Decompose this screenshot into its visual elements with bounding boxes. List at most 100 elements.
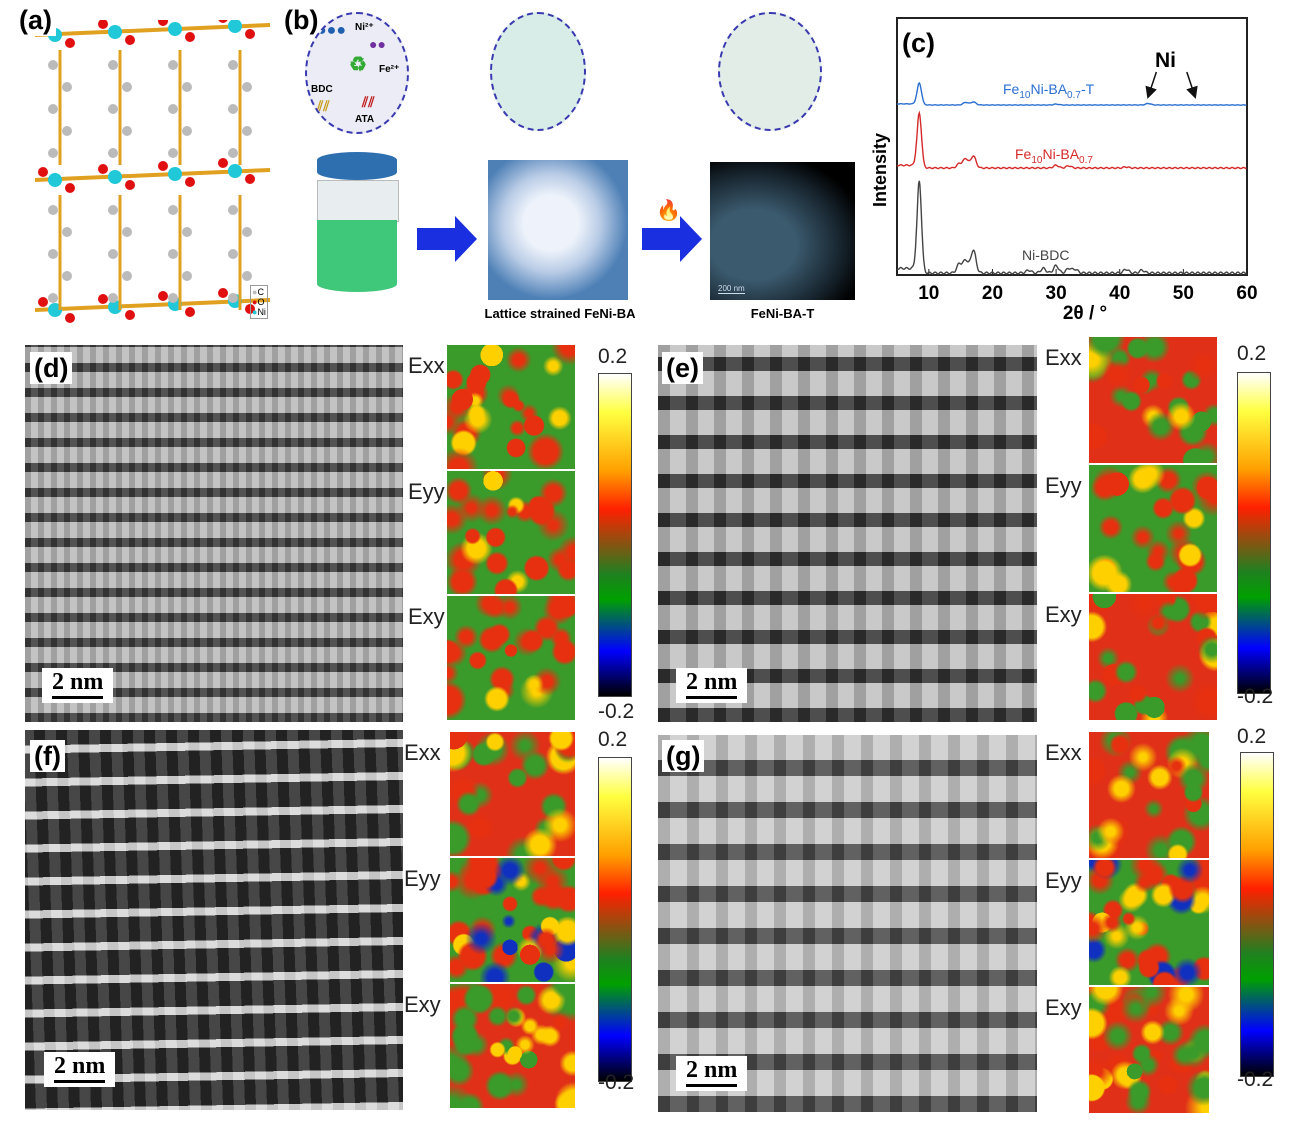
panel-label-a: (a): [15, 4, 56, 36]
reaction-vial: [317, 152, 399, 292]
panel-label-d: (d): [30, 352, 73, 384]
colorbar-max: 0.2: [598, 345, 628, 368]
strain-label-exy: Exy: [404, 992, 441, 1017]
bdc-rods-icon: ⫽⫽: [317, 98, 330, 114]
colorbar: [1237, 372, 1271, 694]
vial-solution: [317, 220, 397, 292]
panel-b: (b) Ni²⁺ ●●● ●● Fe²⁺ ♻ BDC ⫽⫽ ⫽⫽ ATA Lat…: [280, 0, 860, 335]
strain-map-exy: [447, 596, 575, 722]
caption-lattice-strained: Lattice strained FeNi-BA: [484, 306, 636, 321]
strain-label-exx: Exx: [1045, 345, 1082, 370]
flame-icon: 🔥: [656, 200, 681, 222]
xrd-series-line: [896, 81, 1247, 106]
x-tick-label: 30: [1046, 283, 1067, 304]
bdc-label: BDC: [311, 84, 333, 95]
scale-bar: 2 nm: [42, 668, 114, 703]
tem-image-feni-ba-t: 200 nm: [710, 162, 855, 300]
mof-structure-zoom-circle: [490, 12, 586, 131]
y-axis-label: Intensity: [870, 133, 890, 207]
panel-label-g: (g): [662, 740, 705, 772]
fe-ions-icon: ●●: [369, 36, 386, 52]
hrtem-image: [25, 730, 403, 1110]
panel-c-xrd-chart: (c) Ni Intensity 2θ / ° 10 20 30 40 50 60 Fe1…: [860, 10, 1280, 330]
colorbar-max: 0.2: [1237, 342, 1267, 365]
atom-legend: ●C ●O ●Ni: [250, 285, 268, 319]
scale-bar: 2 nm: [44, 1052, 116, 1087]
colorbar-max: 0.2: [598, 728, 628, 751]
panel-label-e: (e): [662, 352, 703, 384]
legend-ni: ●Ni: [252, 307, 266, 317]
hrtem-image: [658, 735, 1037, 1112]
x-tick-label: 10: [918, 283, 939, 304]
ni-peak-arrow: [1186, 71, 1198, 99]
arrow-heat-icon: [642, 216, 702, 262]
ni-ions-icon: ●●●: [317, 22, 346, 39]
plot-frame: [896, 17, 1248, 276]
vial-cap: [317, 152, 397, 180]
strain-label-exx: Exx: [1045, 740, 1082, 765]
series-label: Fe10Ni-BA0.7-T: [1003, 81, 1095, 101]
strain-label-eyy: Eyy: [1045, 473, 1082, 499]
xrd-plot: (c) Ni Intensity 2θ / ° 10 20 30 40 50 60 Fe1…: [870, 17, 1258, 324]
strain-label-exy: Exy: [1045, 601, 1082, 627]
strain-map-eyy: [450, 858, 575, 984]
strain-label-exy: Exy: [1045, 995, 1082, 1021]
colorbar: [598, 373, 632, 697]
scale-bar: 2 nm: [676, 1056, 748, 1091]
panel-label-c: (c): [902, 28, 935, 58]
x-tick-label: 50: [1173, 283, 1194, 304]
strain-map-exx: [447, 345, 575, 471]
strain-map-exx: [1089, 732, 1209, 860]
x-tick-label: 20: [982, 283, 1003, 304]
legend-o: ●O: [252, 297, 265, 307]
scale-bar: 2 nm: [676, 668, 748, 703]
hrtem-image: [25, 345, 403, 722]
strain-label-exx: Exx: [408, 353, 445, 378]
colorbar-max: 0.2: [1237, 725, 1267, 748]
hrtem-image: [658, 345, 1037, 722]
ni-peak-arrow: [1145, 71, 1158, 99]
series-label: Ni-BDC: [1022, 247, 1069, 263]
arrow-right-icon: [417, 216, 477, 262]
xrd-series-line: [896, 110, 1247, 170]
crystal-structure: [35, 20, 271, 323]
x-tick-label: 60: [1236, 283, 1257, 304]
strain-map-eyy: [1089, 465, 1217, 594]
legend-c: ●C: [252, 287, 264, 297]
tem-scale-bar: 200 nm: [718, 284, 745, 294]
strain-map-exy: [450, 984, 575, 1110]
ata-rods-icon: ⫽⫽: [362, 94, 375, 110]
strain-map-exy: [1089, 987, 1209, 1115]
strain-map-eyy: [1089, 859, 1209, 988]
feni-ba-t-zoom-circle: [718, 12, 822, 131]
strain-label-eyy: Eyy: [1045, 867, 1082, 893]
strain-label-exx: Exx: [404, 740, 441, 765]
strain-label-exy: Exy: [408, 604, 445, 630]
xrd-series-line: [896, 180, 1247, 275]
colorbar: [598, 757, 632, 1082]
precursor-zoom-circle: Ni²⁺ ●●● ●● Fe²⁺ ♻ BDC ⫽⫽ ⫽⫽ ATA: [305, 12, 409, 134]
recycle-icon: ♻: [349, 54, 367, 76]
vial-glass: [317, 180, 399, 222]
series-label: Fe10Ni-BA0.7: [1015, 146, 1093, 166]
strain-map-eyy: [447, 470, 575, 597]
colorbar-min: -0.2: [1237, 1068, 1274, 1091]
colorbar-min: -0.2: [598, 700, 635, 723]
sem-image-feni-ba: [488, 160, 628, 300]
strain-map-exx: [450, 732, 575, 858]
ni-ion-label: Ni²⁺: [355, 22, 374, 33]
ni-annotation: Ni: [1155, 49, 1176, 72]
ata-label: ATA: [355, 114, 375, 125]
strain-map-exx: [1089, 337, 1217, 466]
fe-ion-label: Fe²⁺: [379, 64, 400, 75]
colorbar-min: -0.2: [1237, 685, 1274, 708]
colorbar: [1240, 752, 1274, 1077]
panel-label-f: (f): [30, 740, 65, 772]
strain-map-exy: [1089, 593, 1217, 722]
strain-label-eyy: Eyy: [404, 866, 441, 891]
panel-label-b: (b): [284, 5, 319, 35]
caption-feni-ba-t: FeNi-BA-T: [750, 306, 815, 321]
x-tick-label: 40: [1109, 283, 1130, 304]
strain-label-eyy: Eyy: [408, 478, 445, 504]
